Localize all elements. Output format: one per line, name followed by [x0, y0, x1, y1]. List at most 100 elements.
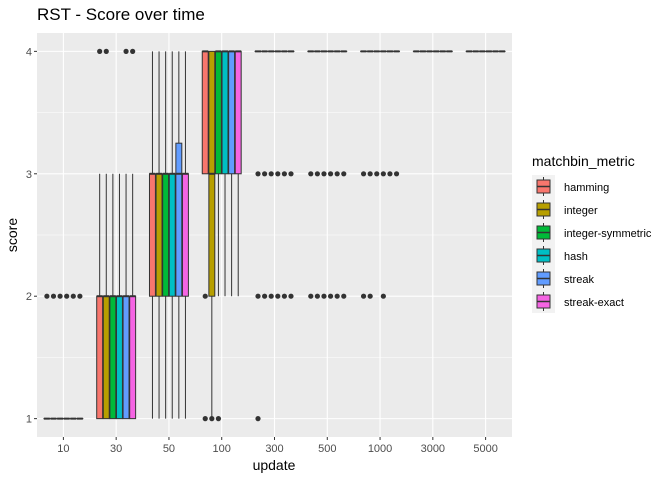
- outlier-point: [367, 171, 373, 177]
- box: [148, 173, 156, 297]
- legend: matchbin_metric hamming integer integer-sy…: [532, 153, 652, 313]
- outlier-point: [275, 293, 281, 299]
- box: [214, 50, 222, 175]
- outlier-point: [44, 293, 50, 299]
- box: [181, 173, 189, 297]
- box: [168, 173, 176, 297]
- legend-item-integer: integer: [532, 198, 598, 221]
- outlier-point: [334, 171, 340, 177]
- legend-item-streak-exact: streak-exact: [532, 290, 624, 313]
- plot-marks: [43, 48, 506, 422]
- y-axis-title: score: [4, 218, 20, 252]
- outlier-point: [380, 171, 386, 177]
- outlier-point: [255, 171, 261, 177]
- y-axis: 1 2 3 4: [26, 46, 37, 426]
- legend-item-streak: streak: [532, 267, 594, 290]
- outlier-point: [341, 293, 347, 299]
- box: [122, 295, 130, 420]
- outlier-point: [288, 171, 294, 177]
- outlier-point: [387, 171, 393, 177]
- x-tick-label: 10: [57, 443, 69, 455]
- outlier-point: [262, 171, 268, 177]
- y-tick-label: 3: [26, 169, 32, 181]
- outlier-point: [360, 293, 367, 299]
- x-tick-label: 300: [265, 443, 283, 455]
- x-tick-label: 100: [213, 443, 231, 455]
- outlier-point: [327, 293, 334, 299]
- outlier-point: [97, 48, 103, 54]
- legend-label: integer-symmetric: [564, 228, 652, 240]
- outlier-point: [314, 171, 320, 177]
- series-hash: [63, 50, 493, 420]
- box: [102, 295, 110, 420]
- outlier-point: [288, 293, 294, 299]
- outlier-point: [380, 293, 386, 299]
- x-tick-label: 5000: [473, 443, 497, 455]
- series-streak-exact: [76, 48, 506, 420]
- box: [201, 50, 209, 175]
- box: [109, 295, 117, 420]
- box: [234, 50, 242, 175]
- x-tick-label: 50: [163, 443, 175, 455]
- outlier-point: [130, 48, 136, 54]
- outlier-point: [327, 171, 334, 177]
- x-axis-title: update: [253, 457, 296, 473]
- box: [96, 295, 104, 420]
- outlier-point: [268, 171, 274, 177]
- legend-label: streak: [564, 274, 594, 286]
- outlier-point: [308, 171, 314, 177]
- x-tick-label: 30: [110, 443, 122, 455]
- outlier-point: [215, 416, 222, 422]
- y-tick-label: 2: [26, 291, 32, 303]
- x-tick-label: 500: [318, 443, 336, 455]
- legend-label: hamming: [564, 182, 609, 194]
- legend-label: hash: [564, 251, 588, 263]
- series-integer: [50, 48, 480, 422]
- box: [129, 295, 137, 420]
- outlier-point: [275, 171, 281, 177]
- outlier-point: [209, 416, 215, 422]
- outlier-point: [202, 416, 208, 422]
- x-tick-label: 3000: [421, 443, 445, 455]
- legend-item-hash: hash: [532, 244, 588, 267]
- outlier-point: [255, 293, 261, 299]
- outlier-point: [360, 171, 367, 177]
- outlier-point: [268, 293, 274, 299]
- legend-item-integer-symmetric: integer-symmetric: [532, 221, 652, 244]
- outlier-point: [202, 293, 208, 299]
- outlier-point: [321, 171, 327, 177]
- series-streak: [69, 48, 499, 420]
- outlier-point: [123, 48, 129, 54]
- outlier-point: [334, 293, 340, 299]
- x-axis: 10 30 50 100 300 500 1000 3000 5000: [57, 437, 498, 455]
- legend-label: streak-exact: [564, 297, 624, 309]
- outlier-point: [308, 293, 314, 299]
- outlier-point: [64, 293, 70, 299]
- y-tick-label: 4: [26, 46, 32, 58]
- outlier-point: [50, 293, 57, 299]
- outlier-point: [374, 171, 380, 177]
- outlier-point: [341, 171, 347, 177]
- outlier-point: [393, 171, 400, 177]
- outlier-point: [70, 293, 76, 299]
- box: [162, 173, 170, 297]
- box: [221, 50, 229, 175]
- outlier-point: [262, 293, 268, 299]
- chart-title: RST - Score over time: [37, 5, 205, 24]
- outlier-point: [103, 48, 109, 54]
- y-tick-label: 1: [26, 414, 32, 426]
- outlier-point: [367, 293, 373, 299]
- legend-title: matchbin_metric: [532, 153, 635, 169]
- legend-item-hamming: hamming: [532, 175, 609, 198]
- outlier-point: [281, 293, 287, 299]
- box: [175, 142, 183, 297]
- outlier-point: [57, 293, 63, 299]
- outlier-point: [321, 293, 327, 299]
- outlier-point: [77, 293, 83, 299]
- box: [115, 295, 123, 420]
- legend-label: integer: [564, 205, 598, 217]
- outlier-point: [281, 171, 287, 177]
- x-tick-label: 1000: [368, 443, 392, 455]
- legend-items: hamming integer integer-symmetric hash strea…: [532, 175, 652, 313]
